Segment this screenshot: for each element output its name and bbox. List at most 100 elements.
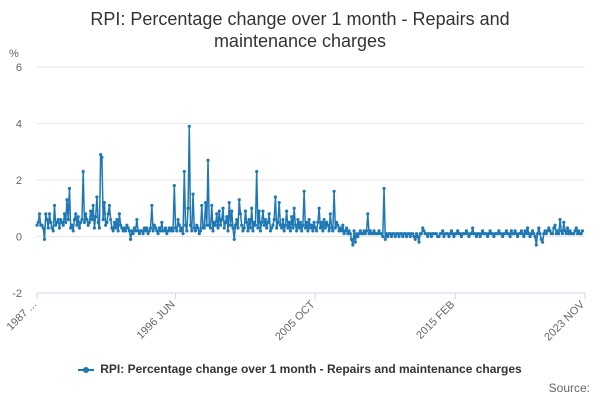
data-point[interactable]: [136, 229, 140, 233]
data-point[interactable]: [94, 215, 98, 219]
data-point[interactable]: [79, 220, 83, 224]
data-point[interactable]: [555, 229, 560, 233]
data-point[interactable]: [80, 217, 84, 222]
data-point[interactable]: [361, 232, 365, 236]
data-point[interactable]: [237, 198, 241, 202]
data-point[interactable]: [308, 226, 312, 230]
data-point[interactable]: [40, 223, 44, 227]
data-point[interactable]: [220, 217, 224, 222]
data-point[interactable]: [231, 226, 235, 230]
data-point[interactable]: [522, 234, 526, 239]
data-point[interactable]: [45, 217, 49, 222]
data-point[interactable]: [501, 234, 505, 239]
data-point[interactable]: [75, 223, 79, 227]
data-point[interactable]: [416, 234, 420, 239]
data-point[interactable]: [297, 226, 301, 230]
data-point[interactable]: [287, 220, 291, 224]
data-point[interactable]: [178, 229, 183, 233]
data-point[interactable]: [263, 217, 268, 222]
data-point[interactable]: [439, 232, 444, 236]
data-point[interactable]: [538, 232, 542, 236]
data-point[interactable]: [144, 229, 148, 233]
data-point[interactable]: [197, 232, 201, 236]
data-point[interactable]: [242, 226, 246, 230]
data-point[interactable]: [236, 226, 240, 230]
data-point[interactable]: [339, 229, 344, 233]
data-point[interactable]: [553, 223, 557, 227]
data-point[interactable]: [565, 226, 570, 230]
data-point[interactable]: [233, 223, 238, 227]
data-point[interactable]: [156, 232, 160, 236]
data-point[interactable]: [245, 220, 249, 224]
data-point[interactable]: [313, 226, 317, 230]
data-point[interactable]: [192, 226, 196, 230]
data-point[interactable]: [348, 232, 352, 236]
data-point[interactable]: [200, 203, 204, 208]
data-point[interactable]: [344, 226, 349, 230]
data-point[interactable]: [286, 226, 290, 230]
data-point[interactable]: [82, 220, 87, 224]
data-point[interactable]: [223, 220, 228, 224]
data-point[interactable]: [76, 215, 80, 219]
data-point[interactable]: [491, 232, 495, 236]
data-point[interactable]: [575, 232, 580, 236]
data-point[interactable]: [467, 234, 471, 239]
data-point[interactable]: [412, 234, 416, 239]
data-point[interactable]: [250, 206, 254, 210]
data-point[interactable]: [451, 232, 455, 236]
data-point[interactable]: [72, 217, 77, 222]
data-point[interactable]: [266, 220, 270, 224]
data-point[interactable]: [429, 234, 434, 239]
data-point[interactable]: [255, 169, 259, 174]
data-point[interactable]: [512, 232, 516, 236]
data-point[interactable]: [77, 226, 82, 230]
data-point[interactable]: [528, 234, 532, 239]
data-point[interactable]: [362, 229, 366, 233]
data-point[interactable]: [111, 229, 115, 233]
data-point[interactable]: [60, 220, 64, 224]
data-point[interactable]: [61, 223, 65, 227]
data-point[interactable]: [251, 229, 255, 233]
data-point[interactable]: [557, 232, 561, 236]
data-point[interactable]: [95, 195, 99, 199]
data-point[interactable]: [393, 234, 397, 239]
data-point[interactable]: [218, 223, 223, 227]
data-point[interactable]: [256, 226, 260, 230]
data-point[interactable]: [317, 206, 321, 210]
data-point[interactable]: [90, 217, 94, 222]
data-point[interactable]: [419, 232, 424, 236]
data-point[interactable]: [260, 220, 264, 224]
data-point[interactable]: [216, 226, 220, 230]
data-point[interactable]: [334, 220, 339, 224]
data-point[interactable]: [227, 201, 231, 205]
data-point[interactable]: [84, 212, 88, 216]
data-point[interactable]: [47, 212, 52, 216]
data-point[interactable]: [292, 206, 296, 210]
data-point[interactable]: [562, 220, 566, 224]
data-point[interactable]: [253, 223, 258, 227]
data-point[interactable]: [367, 232, 371, 236]
data-point[interactable]: [55, 220, 59, 224]
data-point[interactable]: [572, 232, 576, 236]
data-point[interactable]: [137, 232, 141, 236]
data-point[interactable]: [290, 215, 294, 219]
data-point[interactable]: [208, 226, 213, 230]
data-point[interactable]: [151, 229, 155, 233]
data-point[interactable]: [130, 229, 134, 233]
data-point[interactable]: [544, 232, 548, 236]
data-point[interactable]: [211, 229, 215, 233]
data-point[interactable]: [291, 226, 295, 230]
data-point[interactable]: [213, 223, 218, 227]
data-point[interactable]: [539, 237, 543, 241]
data-point[interactable]: [121, 229, 125, 233]
data-point[interactable]: [42, 237, 47, 241]
data-point[interactable]: [558, 217, 562, 222]
data-point[interactable]: [241, 229, 245, 233]
data-point[interactable]: [230, 209, 234, 213]
data-point[interactable]: [388, 232, 392, 236]
data-point[interactable]: [520, 232, 525, 236]
data-point[interactable]: [306, 229, 310, 233]
data-point[interactable]: [441, 229, 445, 233]
data-point[interactable]: [548, 229, 552, 233]
data-point[interactable]: [57, 226, 62, 230]
